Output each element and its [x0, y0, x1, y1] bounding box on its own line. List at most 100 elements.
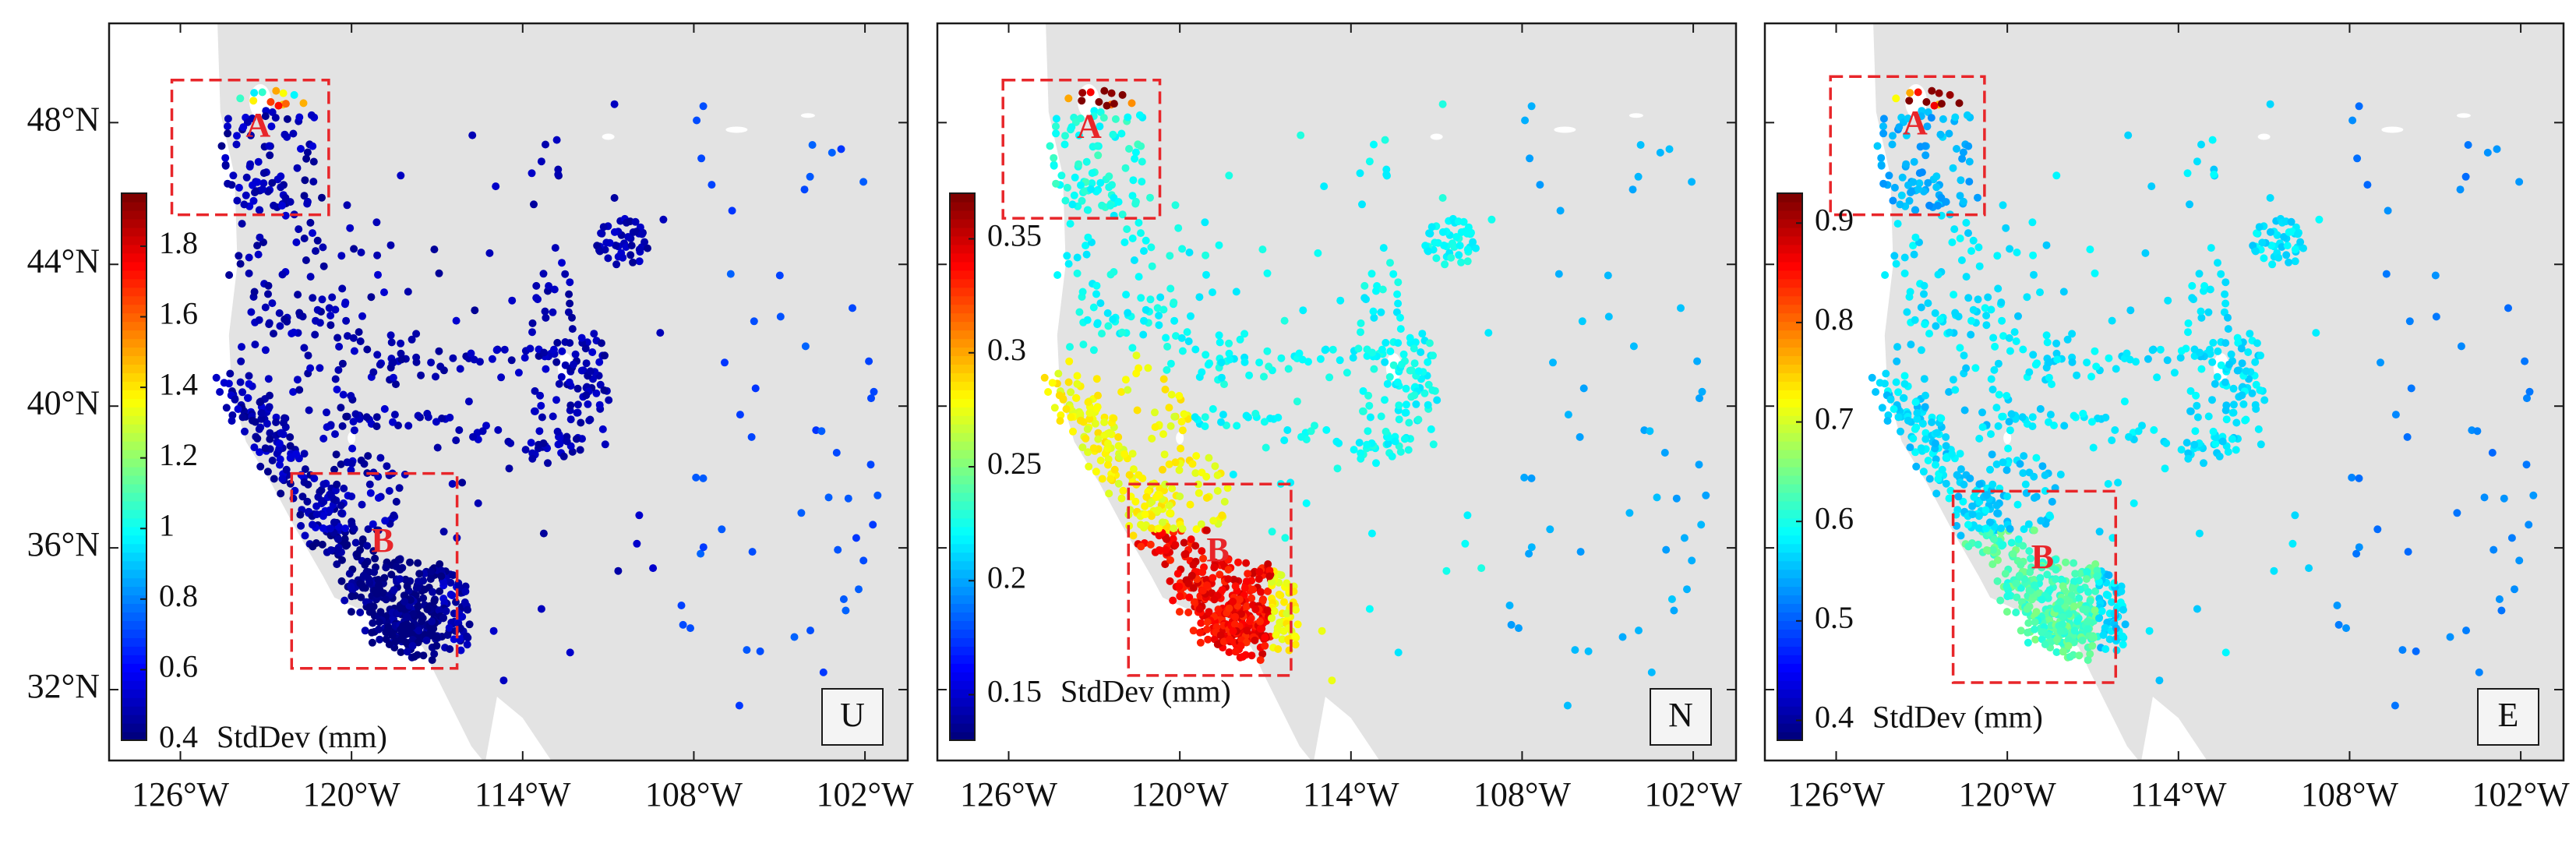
station-dot: [371, 554, 379, 563]
gulf: [485, 697, 552, 761]
station-dot: [1093, 403, 1102, 411]
station-dot: [334, 365, 343, 374]
lon-tick-label: 126°W: [1787, 775, 1886, 813]
station-dot: [1406, 334, 1414, 342]
station-dot: [1872, 388, 1880, 396]
station-dot: [1088, 169, 1096, 178]
station-dot: [328, 293, 337, 302]
colorbar-step: [1777, 595, 1802, 605]
station-dot: [1579, 384, 1588, 393]
station-dot: [2188, 281, 2197, 290]
lon-tick-label: 108°W: [1473, 775, 1572, 813]
station-dot: [1268, 528, 1276, 536]
colorbar-step: [1777, 227, 1802, 237]
colorbar-step: [122, 603, 146, 613]
station-dot: [568, 313, 576, 322]
station-dot: [1653, 493, 1661, 502]
station-dot: [537, 605, 545, 613]
station-dot: [1969, 236, 1978, 245]
colorbar-step: [122, 432, 146, 442]
station-dot: [256, 398, 264, 407]
colorbar-step: [122, 424, 146, 433]
colorbar-step: [950, 526, 975, 536]
station-dot: [2045, 511, 2054, 520]
station-dot: [595, 358, 604, 366]
station-dot: [282, 465, 291, 474]
station-dot: [2197, 313, 2206, 322]
station-dot: [1688, 178, 1696, 186]
colorbar-step: [1777, 637, 1802, 647]
station-dot: [1092, 281, 1101, 290]
station-dot: [245, 379, 253, 388]
station-dot: [1216, 631, 1225, 640]
colorbar-tick-label: 0.7: [1815, 401, 1854, 436]
colorbar-step: [950, 612, 975, 622]
station-dot: [318, 540, 326, 549]
station-dot: [295, 113, 304, 122]
station-dot: [2222, 401, 2231, 410]
station-dot: [276, 461, 284, 469]
station-dot: [254, 157, 263, 166]
station-dot: [1400, 435, 1409, 443]
colorbar-step: [1777, 210, 1802, 220]
station-dot: [2064, 641, 2073, 650]
station-dot: [1322, 425, 1331, 434]
station-dot: [1990, 365, 1999, 374]
station-dot: [309, 294, 317, 302]
station-dot: [259, 185, 267, 193]
station-dot: [2112, 365, 2120, 373]
station-dot: [1129, 176, 1138, 185]
station-dot: [541, 307, 549, 316]
station-dot: [2003, 592, 2012, 601]
station-dot: [2373, 525, 2382, 534]
station-dot: [1178, 245, 1187, 253]
station-dot: [2023, 605, 2031, 613]
station-dot: [1284, 365, 1293, 373]
station-dot: [1990, 535, 1998, 543]
station-dot: [2246, 330, 2254, 338]
station-dot: [1936, 315, 1945, 323]
station-dot: [1964, 229, 1972, 238]
station-dot: [2005, 418, 2013, 426]
station-dot: [1913, 409, 1921, 417]
station-dot: [300, 450, 309, 458]
colorbar-step: [122, 390, 146, 399]
station-dot: [387, 570, 396, 579]
station-dot: [2431, 271, 2440, 280]
station-dot: [1507, 620, 1516, 629]
station-dot: [1174, 224, 1183, 232]
station-dot: [582, 391, 591, 400]
station-dot: [1424, 358, 1432, 366]
colorbar-step: [1777, 586, 1802, 596]
station-dot: [249, 196, 258, 205]
station-dot: [2500, 494, 2508, 503]
station-dot: [1274, 413, 1283, 422]
station-dot: [238, 388, 247, 397]
station-dot: [1424, 401, 1432, 409]
station-dot: [233, 196, 242, 205]
station-dot: [2125, 432, 2133, 441]
station-dot: [325, 304, 333, 312]
station-dot: [1381, 358, 1389, 366]
station-dot: [2048, 380, 2056, 389]
station-dot: [278, 475, 287, 483]
station-dot: [1256, 656, 1265, 665]
station-dot: [1066, 343, 1074, 351]
station-dot: [1994, 284, 2003, 293]
station-dot: [395, 484, 404, 492]
colorbar-step: [1777, 680, 1802, 690]
station-dot: [1065, 357, 1074, 365]
station-dot: [586, 367, 595, 376]
station-dot: [566, 299, 574, 308]
colorbar-step: [950, 603, 975, 613]
station-dot: [1192, 452, 1201, 461]
station-dot: [244, 394, 252, 402]
station-dot: [1278, 635, 1286, 644]
station-dot: [1954, 492, 1963, 501]
station-dot: [2214, 347, 2222, 355]
station-dot: [542, 140, 549, 149]
station-dot: [277, 489, 285, 498]
station-dot: [1120, 238, 1129, 246]
colorbar-step: [122, 637, 146, 647]
lake: [725, 126, 748, 133]
